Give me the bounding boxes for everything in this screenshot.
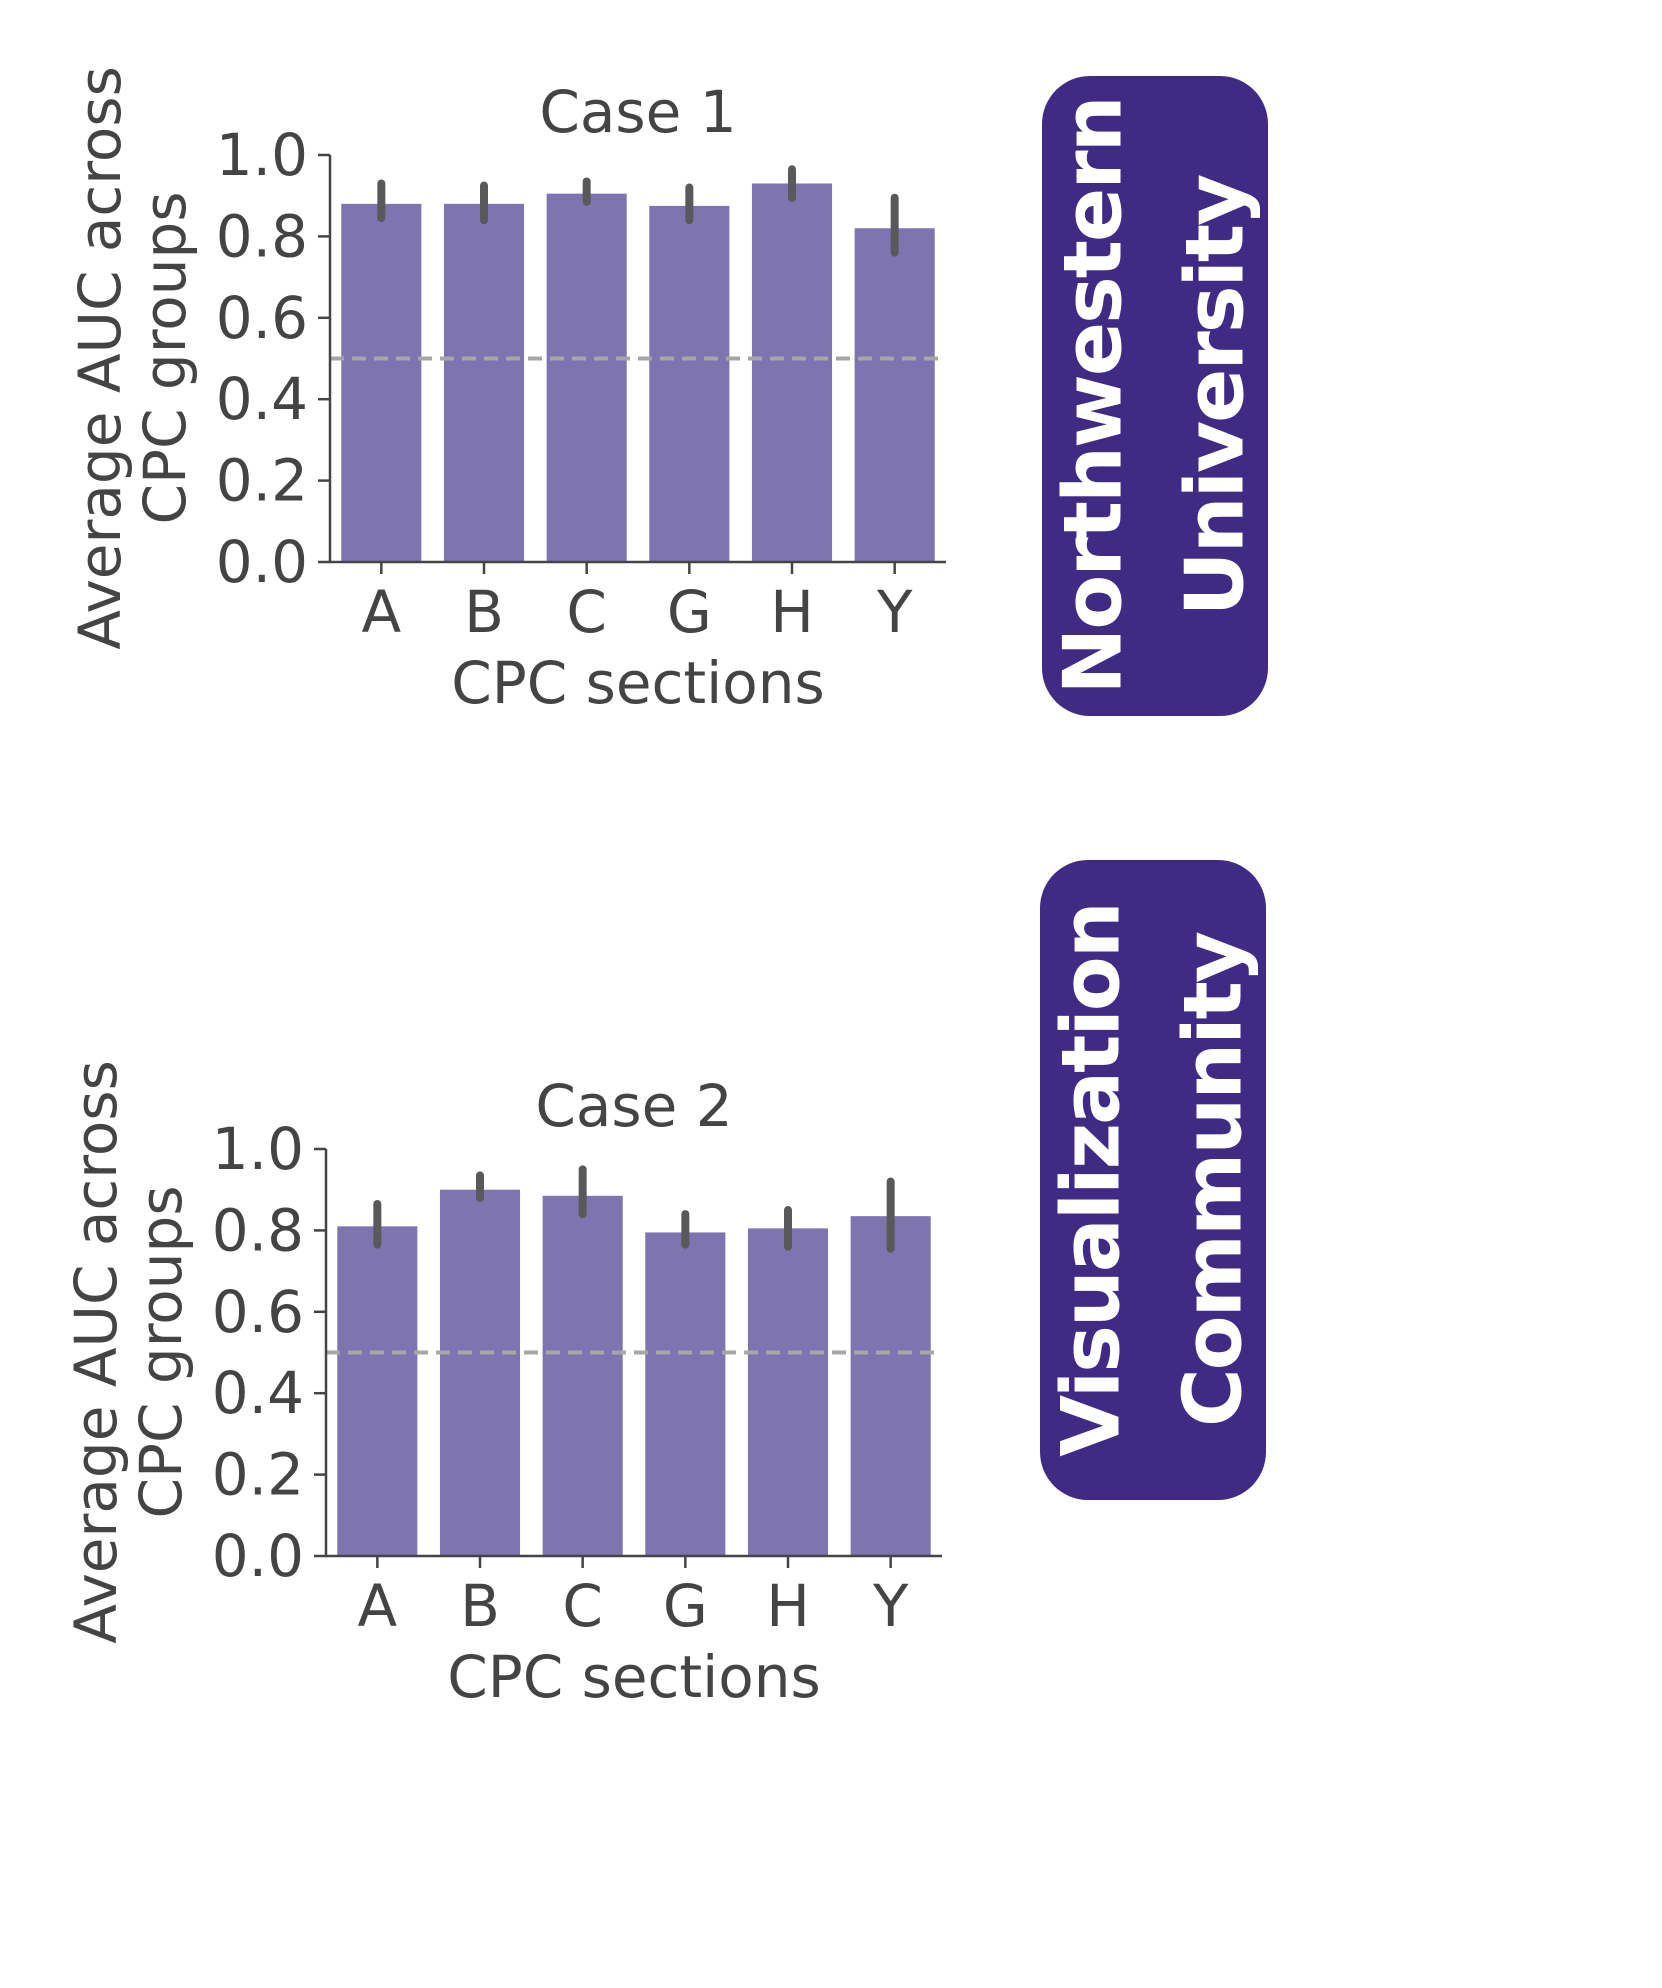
y-axis-label-line-2: CPC groups <box>131 191 199 524</box>
bar-Y <box>854 228 935 562</box>
y-axis-label-line-1: Average AUC across <box>62 1060 130 1644</box>
y-tick-label: 1.0 <box>212 1115 304 1183</box>
chart-title: Case 2 <box>535 1072 732 1140</box>
badge-line-1: Visualization <box>1045 903 1139 1457</box>
y-tick-label: 1.0 <box>216 121 308 189</box>
x-tick-label: A <box>361 578 401 646</box>
bar-G <box>645 1232 726 1556</box>
x-tick-label: Y <box>872 1572 909 1640</box>
bar-C <box>546 193 627 563</box>
bar-Y <box>850 1216 931 1556</box>
badge-label: Northwestern University <box>1042 97 1268 694</box>
bar-H <box>751 183 833 563</box>
y-tick-label: 0.0 <box>216 528 308 596</box>
x-tick-label: G <box>667 578 712 646</box>
x-tick-label: C <box>566 578 607 646</box>
y-tick-label: 0.4 <box>212 1359 304 1427</box>
x-axis-label: CPC sections <box>451 649 825 717</box>
bar-B <box>439 1189 521 1556</box>
y-tick-label: 0.6 <box>216 284 308 352</box>
y-tick-label: 0.8 <box>212 1196 304 1264</box>
northwestern-university-badge: Northwestern University <box>1042 76 1268 716</box>
visualization-community-badge: Visualization Community <box>1040 860 1266 1500</box>
y-tick-label: 0.0 <box>212 1522 304 1590</box>
y-tick-label: 0.6 <box>212 1278 304 1346</box>
bar-B <box>443 203 525 562</box>
x-tick-label: Y <box>876 578 913 646</box>
bar-A <box>337 1226 418 1556</box>
bar-G <box>649 205 730 562</box>
y-axis-label-line-2: CPC groups <box>127 1185 195 1518</box>
x-tick-label: B <box>460 1572 500 1640</box>
chart-title: Case 1 <box>539 78 736 146</box>
case-2-chart: 0.0 0.2 0.4 0.6 0.8 1.0 A B C G H Y Case 2 CPC sectio… <box>62 1060 942 1711</box>
badge-line-1: Northwestern <box>1047 97 1140 695</box>
x-tick-label: A <box>357 1572 397 1640</box>
bar-H <box>747 1228 829 1556</box>
y-tick-label: 0.8 <box>216 202 308 270</box>
x-tick-label: C <box>562 1572 603 1640</box>
bar-C <box>542 1195 623 1556</box>
x-tick-label: G <box>663 1572 708 1640</box>
x-axis-label: CPC sections <box>447 1643 821 1711</box>
y-axis-label-line-1: Average AUC across <box>66 66 134 650</box>
bar-A <box>341 203 422 562</box>
y-tick-label: 0.4 <box>216 365 308 433</box>
case-1-chart: 0.0 0.2 0.4 0.6 0.8 1.0 A B C G H Y Case 1 CPC sectio… <box>66 66 946 717</box>
badge-label: Visualization Community <box>1040 903 1266 1456</box>
y-tick-label: 0.2 <box>212 1441 304 1509</box>
x-tick-label: B <box>464 578 504 646</box>
x-tick-label: H <box>766 1572 810 1640</box>
x-tick-label: H <box>770 578 814 646</box>
badge-line-2: University <box>1169 175 1262 617</box>
y-tick-label: 0.2 <box>216 447 308 515</box>
badge-line-2: Community <box>1167 932 1261 1428</box>
